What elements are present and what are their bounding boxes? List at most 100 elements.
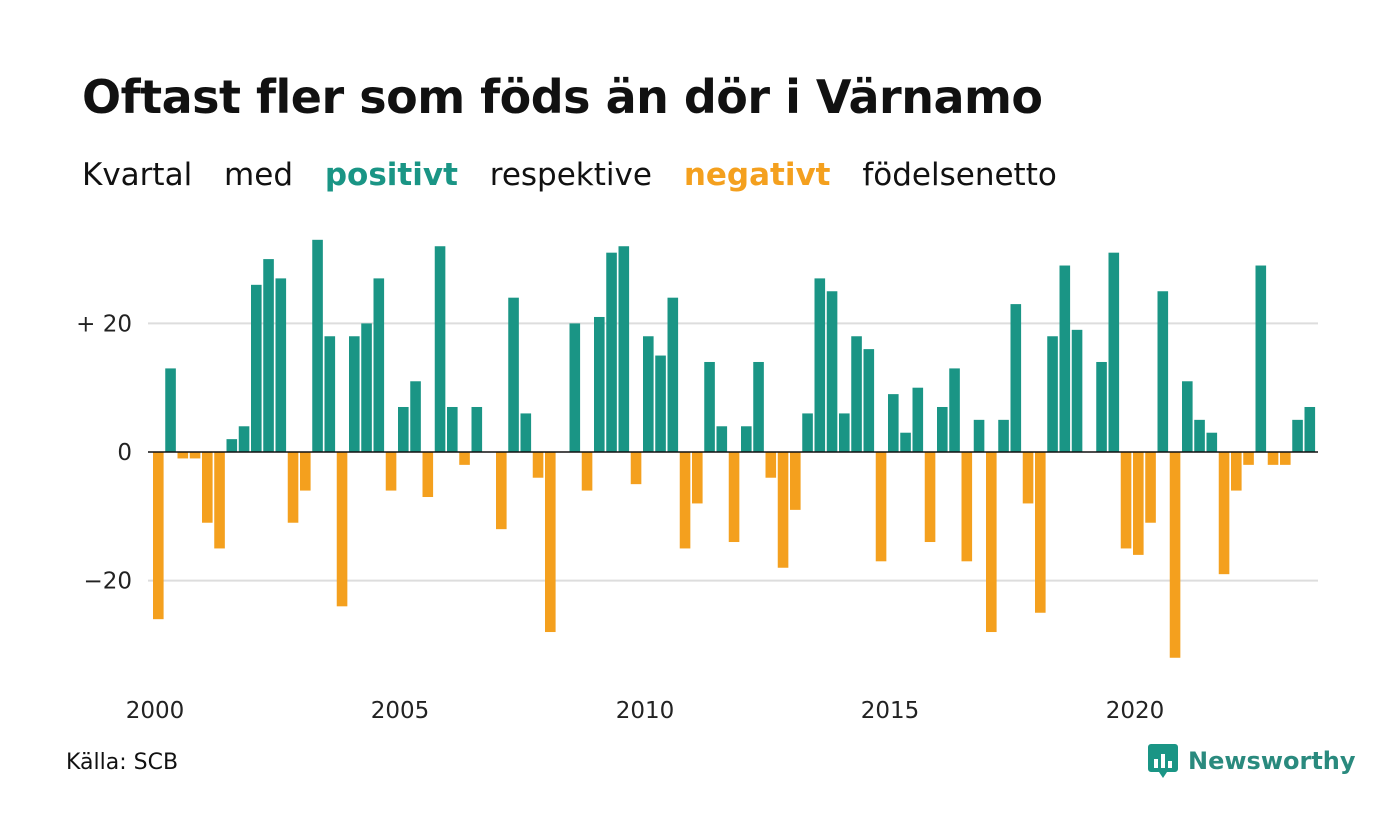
subtitle-negative-label: negativt bbox=[683, 157, 831, 193]
bar bbox=[336, 452, 348, 607]
bar bbox=[839, 413, 850, 452]
bar bbox=[679, 452, 691, 549]
subtitle-word-med: med bbox=[224, 157, 293, 193]
bar bbox=[728, 452, 740, 543]
bar bbox=[189, 452, 201, 459]
bar bbox=[287, 452, 299, 523]
bar bbox=[937, 406, 948, 452]
x-tick-label: 2005 bbox=[371, 698, 430, 724]
bar bbox=[863, 349, 875, 452]
bar bbox=[459, 452, 470, 465]
bar bbox=[373, 278, 385, 452]
bar bbox=[214, 452, 225, 549]
bar bbox=[1267, 452, 1279, 465]
bar bbox=[998, 419, 1009, 452]
bar bbox=[1096, 361, 1107, 452]
bar bbox=[986, 452, 997, 633]
bar bbox=[692, 452, 703, 504]
bar bbox=[1292, 419, 1303, 452]
bar bbox=[1047, 336, 1058, 452]
bar bbox=[398, 406, 409, 452]
bar bbox=[447, 406, 458, 452]
bar bbox=[1280, 452, 1291, 465]
bar-chart-icon bbox=[1148, 744, 1178, 778]
bar bbox=[581, 452, 593, 491]
source-note: Källa: SCB bbox=[66, 750, 179, 775]
bar bbox=[1010, 304, 1022, 452]
bar bbox=[1218, 452, 1230, 575]
bar bbox=[618, 246, 630, 452]
bar bbox=[238, 426, 250, 452]
bar bbox=[1182, 381, 1193, 452]
bar-layer bbox=[153, 239, 1316, 658]
bar bbox=[900, 432, 911, 452]
bar bbox=[508, 297, 519, 452]
bar bbox=[569, 323, 581, 452]
bar bbox=[410, 381, 421, 452]
bar bbox=[226, 439, 238, 452]
x-tick-label: 2015 bbox=[861, 698, 920, 724]
bar bbox=[1157, 291, 1169, 452]
bar bbox=[532, 452, 544, 478]
label-layer: + 20 0 −20 2000 2005 2010 2015 2020 bbox=[76, 311, 1164, 724]
bar bbox=[1231, 452, 1242, 491]
bar bbox=[324, 336, 336, 452]
bar bbox=[1243, 452, 1254, 465]
x-tick-label: 2020 bbox=[1106, 698, 1165, 724]
bar bbox=[1194, 419, 1205, 452]
bar bbox=[165, 368, 176, 452]
bar bbox=[667, 297, 679, 452]
newsworthy-logo: Newsworthy bbox=[1148, 744, 1356, 778]
bar bbox=[1206, 432, 1218, 452]
x-tick-label: 2010 bbox=[616, 698, 675, 724]
bar bbox=[202, 452, 213, 523]
bar bbox=[912, 387, 924, 452]
bar bbox=[1035, 452, 1046, 613]
bar bbox=[765, 452, 777, 478]
bar bbox=[1133, 452, 1144, 555]
bar bbox=[704, 361, 715, 452]
bar bbox=[875, 452, 887, 562]
bar bbox=[790, 452, 801, 510]
bar bbox=[349, 336, 360, 452]
y-tick-label: −20 bbox=[83, 569, 132, 595]
bar bbox=[851, 336, 862, 452]
bar bbox=[949, 368, 960, 452]
bar bbox=[1071, 329, 1083, 452]
bar bbox=[606, 252, 617, 452]
bar bbox=[1022, 452, 1034, 504]
chart-title: Oftast fler som föds än dör i Värnamo bbox=[82, 70, 1043, 124]
bar bbox=[753, 361, 764, 452]
subtitle-positive-label: positivt bbox=[324, 157, 458, 193]
logo-text: Newsworthy bbox=[1188, 747, 1356, 775]
y-tick-label: + 20 bbox=[76, 311, 132, 337]
bar bbox=[924, 452, 936, 543]
bar bbox=[814, 278, 826, 452]
bar bbox=[545, 452, 556, 633]
bar bbox=[826, 291, 838, 452]
bar bbox=[655, 355, 666, 452]
bar bbox=[594, 316, 605, 452]
bar bbox=[802, 413, 813, 452]
bar bbox=[1304, 406, 1316, 452]
bar bbox=[741, 426, 752, 452]
bar bbox=[520, 413, 532, 452]
subtitle-word-fodelsenetto: födelsenetto bbox=[862, 157, 1057, 193]
bar bbox=[263, 259, 274, 452]
bar bbox=[1120, 452, 1132, 549]
subtitle-word-kvartal: Kvartal bbox=[82, 157, 193, 193]
chart-subtitle: Kvartal med positivt respektive negativt… bbox=[82, 157, 1079, 193]
bar bbox=[422, 452, 434, 498]
bar bbox=[1108, 252, 1120, 452]
bar bbox=[434, 246, 446, 452]
bar bbox=[471, 406, 483, 452]
bar bbox=[1169, 452, 1181, 658]
bar bbox=[312, 239, 323, 452]
bar bbox=[385, 452, 397, 491]
bar bbox=[1145, 452, 1156, 523]
bar bbox=[630, 452, 642, 485]
bar bbox=[177, 452, 189, 459]
bar bbox=[888, 394, 899, 452]
bar bbox=[300, 452, 311, 491]
